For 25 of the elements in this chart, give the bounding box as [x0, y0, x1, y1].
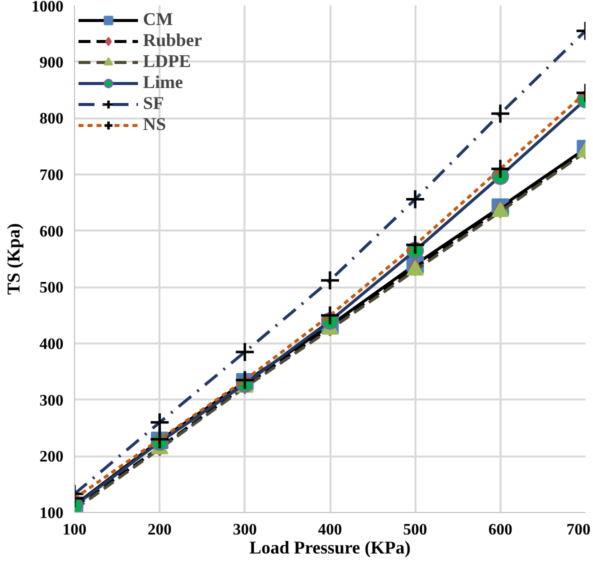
x-tick-label: 600 — [488, 522, 512, 538]
x-tick-label: 300 — [232, 522, 257, 538]
x-tick-label: 700 — [566, 522, 590, 538]
y-tick-label: 800 — [40, 110, 64, 128]
x-tick-label: 500 — [403, 522, 428, 538]
y-axis-title: TS (Kpa) — [4, 223, 24, 295]
y-tick-label: 500 — [40, 280, 64, 297]
x-tick-label: 200 — [148, 522, 172, 538]
y-tick-label: 200 — [40, 448, 64, 466]
legend-label: Rubber — [143, 30, 202, 51]
x-tick-label: 400 — [318, 522, 342, 538]
legend-label: LDPE — [143, 51, 192, 72]
legend-label: NS — [143, 114, 166, 135]
x-tick-label: 100 — [62, 522, 86, 538]
y-tick-label: 900 — [40, 54, 64, 72]
y-tick-label: 600 — [40, 223, 64, 240]
y-tick-label: 700 — [40, 167, 64, 184]
y-tick-label: 400 — [40, 336, 64, 353]
legend-label: SF — [143, 93, 164, 114]
legend-label: Lime — [143, 72, 183, 93]
y-tick-label: 100 — [40, 505, 64, 522]
y-tick-label: 300 — [40, 392, 64, 410]
y-tick-label: 1000 — [32, 0, 64, 16]
x-axis-title: Load Pressure (KPa) — [249, 538, 411, 558]
legend-label: CM — [143, 9, 173, 30]
